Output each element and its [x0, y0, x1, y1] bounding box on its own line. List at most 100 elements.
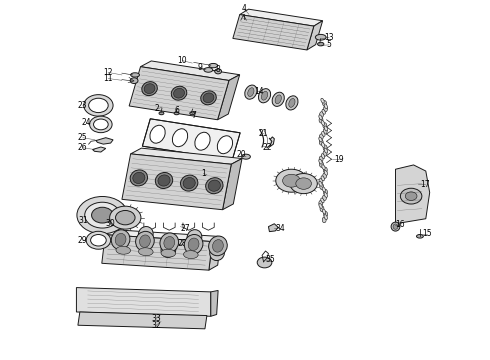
Ellipse shape — [131, 73, 140, 77]
Text: 11: 11 — [103, 74, 113, 83]
Text: 31: 31 — [78, 216, 88, 225]
Ellipse shape — [324, 193, 327, 197]
Ellipse shape — [190, 112, 195, 115]
Ellipse shape — [115, 233, 126, 246]
Ellipse shape — [319, 181, 322, 186]
Ellipse shape — [188, 238, 199, 251]
Ellipse shape — [319, 139, 323, 145]
Ellipse shape — [160, 233, 178, 253]
Circle shape — [89, 98, 108, 113]
Ellipse shape — [217, 136, 233, 154]
Ellipse shape — [184, 234, 203, 254]
Ellipse shape — [323, 150, 327, 156]
Text: 32: 32 — [151, 321, 161, 330]
Ellipse shape — [172, 86, 187, 100]
Text: 25: 25 — [78, 133, 88, 142]
Polygon shape — [233, 14, 314, 50]
Text: 2: 2 — [155, 104, 159, 113]
Polygon shape — [129, 67, 229, 120]
Text: 17: 17 — [420, 180, 430, 189]
Ellipse shape — [319, 112, 323, 117]
Ellipse shape — [323, 106, 327, 112]
Polygon shape — [131, 148, 242, 164]
Ellipse shape — [322, 209, 326, 214]
Ellipse shape — [213, 240, 223, 252]
Ellipse shape — [323, 189, 327, 195]
Polygon shape — [143, 119, 240, 160]
Circle shape — [84, 95, 113, 116]
Text: 20: 20 — [236, 150, 246, 159]
Ellipse shape — [209, 236, 227, 256]
Ellipse shape — [324, 170, 327, 175]
Ellipse shape — [116, 246, 131, 254]
Ellipse shape — [323, 173, 327, 179]
Ellipse shape — [321, 198, 324, 203]
Ellipse shape — [215, 69, 221, 74]
Ellipse shape — [136, 231, 154, 251]
Ellipse shape — [322, 131, 325, 136]
Circle shape — [116, 211, 135, 225]
Ellipse shape — [130, 78, 138, 84]
Ellipse shape — [158, 175, 170, 186]
Ellipse shape — [320, 206, 324, 212]
Ellipse shape — [161, 242, 176, 257]
Ellipse shape — [144, 84, 155, 94]
Polygon shape — [395, 165, 430, 224]
Polygon shape — [307, 21, 322, 50]
Circle shape — [296, 178, 312, 189]
Text: 30: 30 — [106, 219, 116, 228]
Ellipse shape — [209, 63, 218, 68]
Ellipse shape — [130, 170, 147, 186]
Circle shape — [276, 169, 307, 192]
Ellipse shape — [319, 117, 323, 123]
Text: 15: 15 — [422, 229, 432, 238]
Text: 29: 29 — [78, 236, 88, 245]
Text: 19: 19 — [334, 155, 343, 164]
Polygon shape — [76, 288, 211, 316]
Ellipse shape — [272, 92, 284, 107]
Text: 16: 16 — [395, 220, 405, 229]
Ellipse shape — [322, 165, 325, 170]
Text: 21: 21 — [259, 129, 269, 138]
Ellipse shape — [321, 98, 324, 103]
Ellipse shape — [321, 176, 324, 181]
Ellipse shape — [133, 172, 145, 184]
Polygon shape — [218, 75, 240, 120]
Ellipse shape — [319, 178, 323, 184]
Ellipse shape — [416, 234, 423, 238]
Ellipse shape — [150, 125, 165, 143]
Text: 28: 28 — [178, 239, 187, 248]
Text: 8: 8 — [216, 65, 220, 74]
Text: 1: 1 — [201, 169, 206, 178]
Ellipse shape — [201, 91, 216, 105]
Ellipse shape — [261, 91, 268, 100]
Ellipse shape — [210, 246, 224, 261]
Ellipse shape — [111, 230, 130, 249]
Ellipse shape — [142, 82, 157, 96]
Ellipse shape — [322, 109, 325, 114]
Circle shape — [405, 192, 417, 201]
Circle shape — [400, 188, 422, 204]
Circle shape — [283, 174, 300, 187]
Ellipse shape — [321, 143, 325, 148]
Text: 33: 33 — [151, 314, 161, 323]
Ellipse shape — [206, 178, 223, 194]
Ellipse shape — [324, 215, 327, 220]
Text: 18: 18 — [299, 176, 308, 185]
Ellipse shape — [323, 145, 327, 151]
Ellipse shape — [324, 104, 327, 109]
Ellipse shape — [204, 68, 213, 72]
Ellipse shape — [319, 156, 323, 162]
Polygon shape — [102, 235, 212, 270]
Polygon shape — [240, 9, 322, 26]
Ellipse shape — [323, 167, 327, 173]
Polygon shape — [209, 237, 221, 270]
Polygon shape — [222, 158, 242, 210]
Text: 5: 5 — [327, 40, 331, 49]
Circle shape — [91, 234, 106, 246]
Ellipse shape — [180, 175, 198, 191]
Text: 3: 3 — [199, 137, 204, 146]
Ellipse shape — [319, 162, 323, 167]
Polygon shape — [122, 154, 231, 210]
Text: 14: 14 — [254, 87, 264, 96]
